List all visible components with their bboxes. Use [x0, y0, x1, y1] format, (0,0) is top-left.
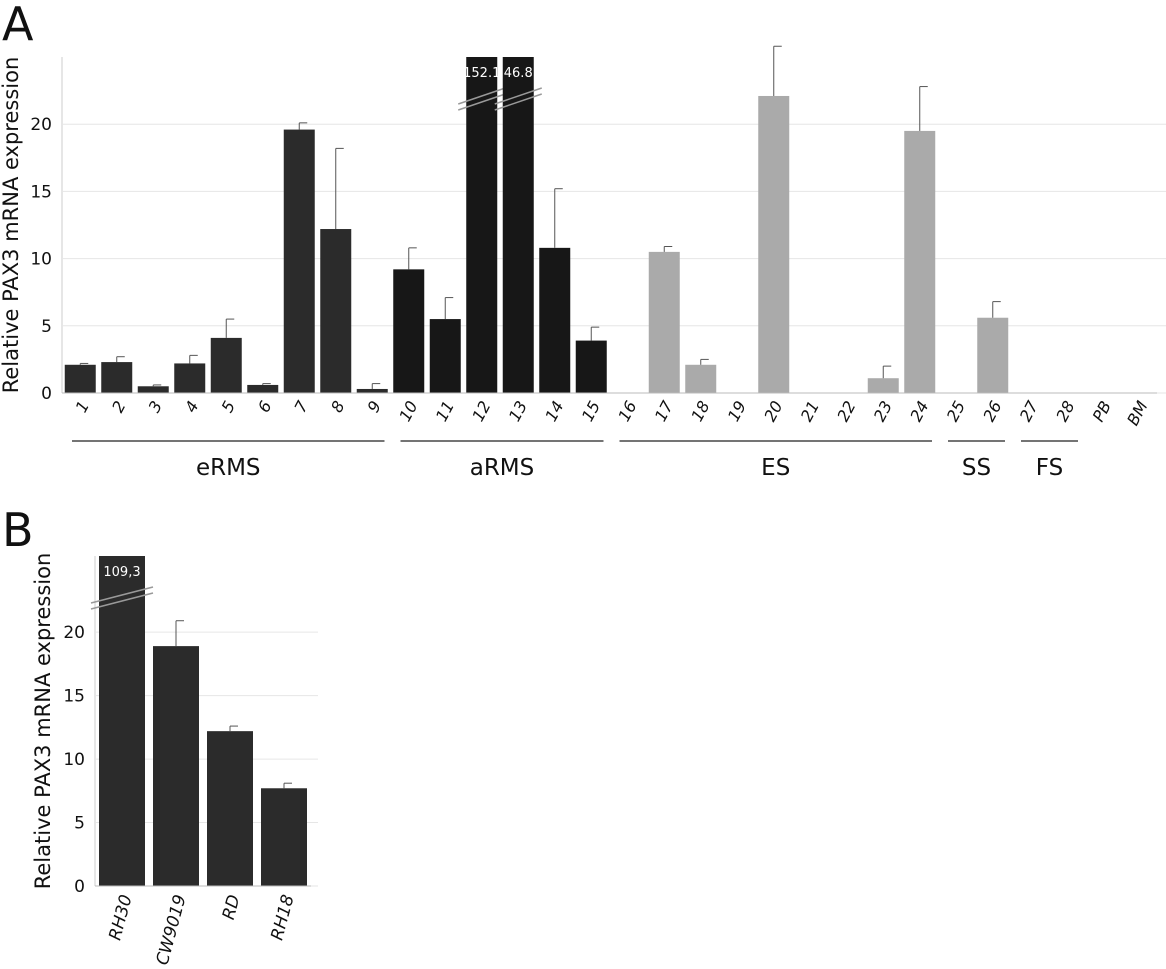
bar	[356, 388, 388, 393]
x-tick-label: RH18	[267, 892, 298, 942]
group-label: aRMS	[470, 455, 535, 481]
value-label: 46.8	[504, 66, 533, 81]
group-label: SS	[962, 455, 991, 481]
bar	[904, 130, 936, 394]
x-tick-label: 6	[254, 398, 276, 416]
bar	[153, 646, 199, 886]
bar	[207, 731, 253, 886]
x-tick-label: 26	[979, 398, 1005, 425]
bar	[575, 340, 607, 393]
y-tick-label: 0	[41, 384, 52, 404]
x-tick-label: 10	[395, 398, 421, 425]
bar	[261, 788, 307, 886]
bar	[210, 337, 242, 393]
bar	[977, 317, 1009, 393]
group-label: FS	[1036, 455, 1063, 481]
x-tick-label: 2	[108, 398, 130, 416]
y-axis-label: Relative PAX3 mRNA expression	[31, 553, 55, 890]
y-tick-label: 20	[63, 623, 85, 643]
x-tick-label: 12	[468, 398, 494, 425]
y-tick-label: 0	[74, 877, 85, 897]
bar	[867, 378, 899, 393]
bar	[101, 362, 133, 393]
y-tick-label: 5	[74, 814, 85, 834]
bar	[466, 57, 498, 393]
x-tick-label: 24	[906, 398, 932, 425]
bar	[320, 229, 352, 393]
x-tick-label: 16	[614, 398, 640, 425]
x-tick-label: 18	[687, 398, 713, 425]
y-tick-label: 15	[30, 182, 52, 202]
axis-break	[458, 93, 506, 111]
x-tick-label: 19	[724, 398, 750, 425]
value-label: 109,3	[103, 565, 140, 580]
x-tick-label: 8	[327, 398, 349, 416]
bar	[174, 363, 206, 393]
x-tick-label: PB	[1089, 398, 1115, 425]
bar	[502, 57, 534, 393]
x-tick-label: 3	[145, 398, 167, 416]
x-tick-label: 17	[651, 397, 678, 425]
bar	[539, 247, 571, 393]
bar	[648, 251, 680, 393]
x-tick-label: RH30	[105, 893, 136, 943]
axis-break	[90, 586, 154, 604]
axis-break	[494, 93, 542, 111]
panel-label: A	[2, 0, 34, 51]
axis-break	[458, 87, 506, 105]
axis-break	[90, 592, 154, 610]
x-tick-label: 7	[291, 397, 313, 416]
x-tick-label: 5	[218, 398, 240, 416]
x-tick-label: 21	[797, 398, 823, 425]
x-tick-label: 23	[870, 398, 896, 425]
bar	[429, 319, 461, 393]
bar	[685, 364, 717, 393]
y-tick-label: 10	[30, 250, 52, 270]
x-tick-label: 15	[578, 398, 604, 425]
x-tick-label: 25	[943, 398, 969, 425]
y-axis-label: Relative PAX3 mRNA expression	[0, 57, 23, 394]
bar	[758, 95, 790, 393]
x-tick-label: BM	[1123, 398, 1152, 429]
axis-break	[494, 87, 542, 105]
group-label: eRMS	[196, 455, 261, 481]
x-tick-label: 11	[432, 398, 458, 425]
y-tick-label: 20	[30, 115, 52, 135]
x-tick-label: 13	[505, 398, 531, 425]
x-tick-label: 1	[72, 398, 94, 416]
bar	[99, 556, 145, 886]
x-tick-label: 28	[1052, 398, 1078, 425]
x-tick-label: 14	[541, 398, 567, 425]
y-tick-label: 15	[63, 687, 85, 707]
x-tick-label: 27	[1016, 397, 1043, 425]
bar	[64, 364, 96, 393]
panel-label: B	[2, 503, 34, 557]
bar	[137, 386, 169, 393]
x-tick-label: 22	[833, 398, 859, 425]
x-tick-label: 20	[760, 398, 786, 425]
x-tick-label: CW9019	[153, 893, 191, 968]
y-tick-label: 10	[63, 750, 85, 770]
x-tick-label: 9	[364, 398, 386, 416]
bar	[247, 384, 279, 393]
bar	[283, 129, 315, 394]
x-tick-label: RD	[219, 893, 245, 922]
value-label: 152.1	[463, 66, 500, 81]
x-tick-label: 4	[181, 398, 203, 416]
y-tick-label: 5	[41, 317, 52, 337]
bar	[393, 269, 425, 393]
group-label: ES	[761, 455, 790, 481]
